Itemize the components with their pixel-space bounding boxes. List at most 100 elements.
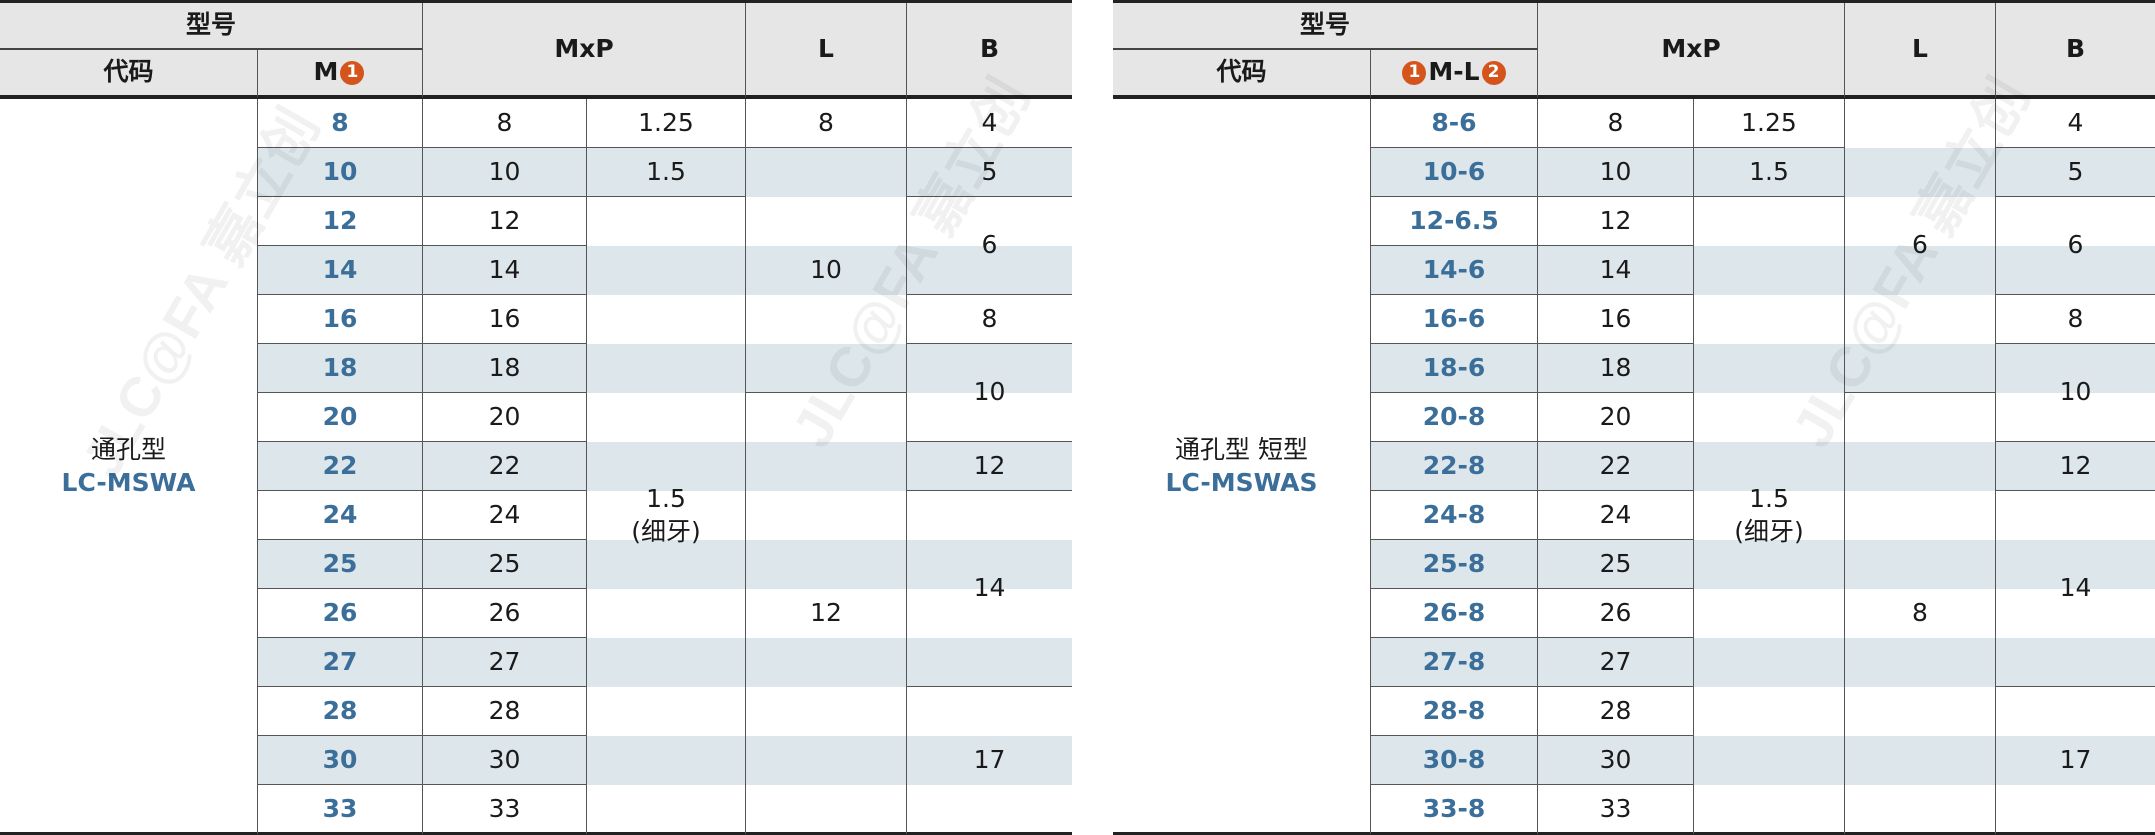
b-cell: 4 bbox=[1996, 99, 2155, 148]
mxp-diameter-cell: 16 bbox=[423, 295, 587, 344]
size-code-cell: 12 bbox=[258, 197, 423, 246]
mxp-diameter-cell: 26 bbox=[423, 589, 587, 638]
mxp-diameter-cell: 22 bbox=[423, 442, 587, 491]
mxp-diameter-cell: 10 bbox=[1538, 148, 1694, 197]
size-code-cell: 28-8 bbox=[1371, 687, 1538, 736]
b-cell: 12 bbox=[1996, 442, 2155, 491]
row-stripe bbox=[258, 148, 1072, 197]
l-cell: 8 bbox=[1845, 393, 1996, 834]
type-cell: 通孔型 LC-MSWA bbox=[0, 99, 258, 834]
mxp-diameter-cell: 20 bbox=[1538, 393, 1694, 442]
b-cell: 14 bbox=[1996, 491, 2155, 687]
mxp-diameter-cell: 14 bbox=[1538, 246, 1694, 295]
mxp-diameter-cell: 27 bbox=[423, 638, 587, 687]
row-stripe bbox=[258, 442, 1072, 491]
spec-table-lc-mswa: 型号 代码 M 1 MxP L B 通孔型 LC-MSWA 8 10 12 14 16 18 20 22 24 25… bbox=[0, 0, 1072, 835]
type-name: 通孔型 短型 bbox=[1175, 435, 1308, 464]
mxp-diameter-cell: 30 bbox=[423, 736, 587, 785]
size-code-cell: 14-6 bbox=[1371, 246, 1538, 295]
note-badge: 1 bbox=[1402, 60, 1427, 85]
mxp-pitch-cell: 1.25 bbox=[1694, 99, 1845, 148]
l-cell: 8 bbox=[746, 99, 907, 148]
mxp-diameter-cell: 18 bbox=[1538, 344, 1694, 393]
size-code-cell: 27-8 bbox=[1371, 638, 1538, 687]
header-l: L bbox=[746, 3, 907, 99]
mxp-diameter-cell: 28 bbox=[1538, 687, 1694, 736]
size-code-cell: 30 bbox=[258, 736, 423, 785]
mxp-diameter-cell: 18 bbox=[423, 344, 587, 393]
mxp-diameter-cell: 33 bbox=[423, 785, 587, 834]
part-number: LC-MSWAS bbox=[1165, 467, 1318, 497]
size-code-cell: 8-6 bbox=[1371, 99, 1538, 148]
mxp-diameter-cell: 27 bbox=[1538, 638, 1694, 687]
b-cell: 10 bbox=[1996, 344, 2155, 442]
size-code-cell: 24 bbox=[258, 491, 423, 540]
b-cell: 12 bbox=[907, 442, 1072, 491]
type-cell: 通孔型 短型 LC-MSWAS bbox=[1113, 99, 1371, 834]
part-number: LC-MSWA bbox=[61, 467, 196, 497]
l-cell: 10 bbox=[746, 148, 907, 393]
header-code: 代码 bbox=[0, 50, 258, 99]
b-cell: 6 bbox=[907, 197, 1072, 295]
size-code-cell: 10-6 bbox=[1371, 148, 1538, 197]
mxp-diameter-cell: 14 bbox=[423, 246, 587, 295]
row-stripe bbox=[1371, 246, 2155, 295]
b-cell: 4 bbox=[907, 99, 1072, 148]
row-stripe bbox=[1371, 344, 2155, 393]
mxp-diameter-cell: 12 bbox=[1538, 197, 1694, 246]
b-cell: 17 bbox=[973, 745, 1006, 775]
header-size: 1 M-L 2 bbox=[1371, 50, 1538, 99]
size-code-cell: 20 bbox=[258, 393, 423, 442]
mxp-diameter-cell: 25 bbox=[1538, 540, 1694, 589]
mxp-diameter-cell: 33 bbox=[1538, 785, 1694, 834]
mxp-diameter-cell: 22 bbox=[1538, 442, 1694, 491]
header-mxp: MxP bbox=[1538, 3, 1845, 99]
row-stripe bbox=[258, 638, 1072, 687]
mxp-pitch-cell: 1.5 bbox=[587, 148, 746, 197]
size-code-cell: 10 bbox=[258, 148, 423, 197]
size-code-cell: 18-6 bbox=[1371, 344, 1538, 393]
size-code-cell: 28 bbox=[258, 687, 423, 736]
mxp-diameter-cell: 25 bbox=[423, 540, 587, 589]
mxp-diameter-cell: 28 bbox=[423, 687, 587, 736]
mxp-diameter-cell: 24 bbox=[1538, 491, 1694, 540]
row-stripe bbox=[1371, 736, 2155, 785]
size-code-cell: 27 bbox=[258, 638, 423, 687]
size-code-cell: 24-8 bbox=[1371, 491, 1538, 540]
b-cell: 5 bbox=[1996, 148, 2155, 197]
size-code-cell: 22 bbox=[258, 442, 423, 491]
size-code-cell: 16-6 bbox=[1371, 295, 1538, 344]
mxp-diameter-cell: 24 bbox=[423, 491, 587, 540]
row-stripe bbox=[1371, 148, 2155, 197]
size-code-cell: 26-8 bbox=[1371, 589, 1538, 638]
mxp-diameter-cell: 12 bbox=[423, 197, 587, 246]
mxp-pitch-cell: 1.5 bbox=[1694, 148, 1845, 197]
mxp-pitch-cell: 1.5 (细牙) bbox=[587, 197, 746, 834]
row-stripe bbox=[258, 344, 1072, 393]
mxp-diameter-cell: 26 bbox=[1538, 589, 1694, 638]
row-stripe bbox=[1371, 638, 2155, 687]
row-stripe bbox=[1371, 442, 2155, 491]
mxp-diameter-cell: 20 bbox=[423, 393, 587, 442]
header-model: 型号 bbox=[0, 3, 423, 50]
type-name: 通孔型 bbox=[90, 435, 166, 464]
mxp-diameter-cell: 8 bbox=[423, 99, 587, 148]
mxp-pitch-cell: 1.5 (细牙) bbox=[1694, 197, 1845, 834]
size-code-cell: 22-8 bbox=[1371, 442, 1538, 491]
header-size-label: M-L bbox=[1428, 57, 1480, 87]
size-code-cell: 25 bbox=[258, 540, 423, 589]
b-cell: 10 bbox=[907, 344, 1072, 442]
b-cell: 14 bbox=[907, 491, 1072, 687]
mxp-pitch-cell: 1.25 bbox=[587, 99, 746, 148]
size-code-cell: 16 bbox=[258, 295, 423, 344]
b-cell: 5 bbox=[907, 148, 1072, 197]
spec-table-lc-mswas: 型号 代码 1 M-L 2 MxP L B 通孔型 短型 LC-MSWAS 8-6 10-6 12-6.… bbox=[1113, 0, 2155, 835]
size-code-cell: 12-6.5 bbox=[1371, 197, 1538, 246]
size-code-cell: 20-8 bbox=[1371, 393, 1538, 442]
b-cell: 17 bbox=[2059, 745, 2092, 775]
note-badge: 2 bbox=[1481, 60, 1506, 85]
size-code-cell: 25-8 bbox=[1371, 540, 1538, 589]
mxp-diameter-cell: 16 bbox=[1538, 295, 1694, 344]
l-cell: 6 bbox=[1845, 99, 1996, 393]
